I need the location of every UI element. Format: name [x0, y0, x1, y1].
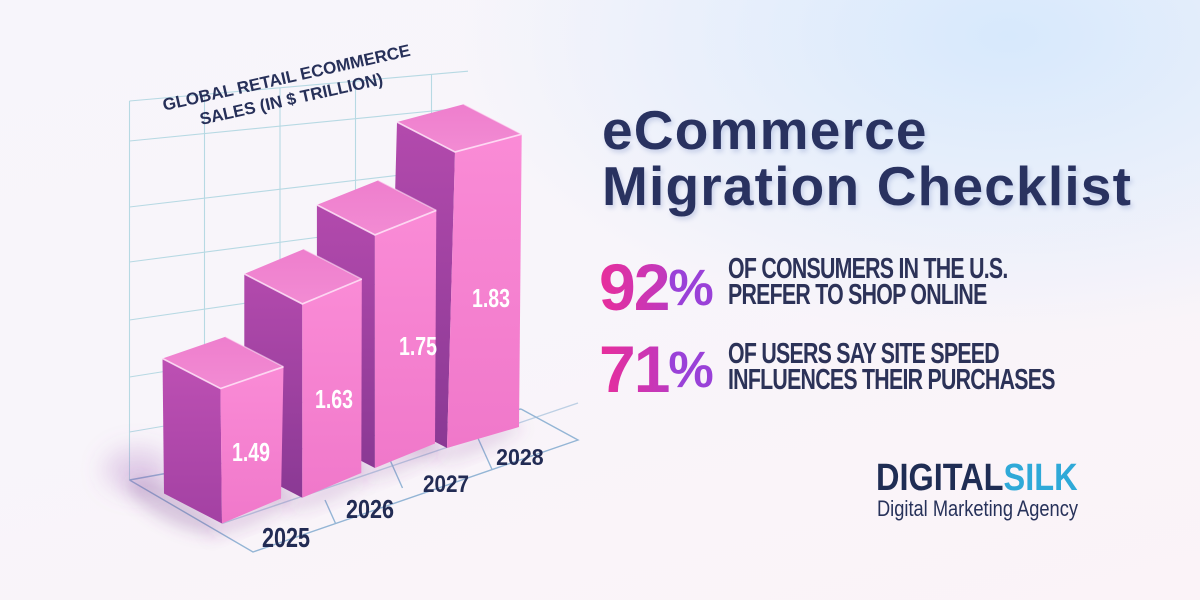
svg-text:1.63: 1.63: [315, 384, 353, 414]
svg-text:2027: 2027: [423, 471, 469, 498]
svg-text:1.75: 1.75: [399, 331, 437, 361]
svg-text:1.49: 1.49: [232, 437, 270, 467]
svg-text:1.83: 1.83: [472, 283, 510, 313]
svg-text:2026: 2026: [346, 496, 394, 524]
svg-text:2025: 2025: [262, 522, 310, 553]
svg-text:2028: 2028: [496, 444, 544, 470]
